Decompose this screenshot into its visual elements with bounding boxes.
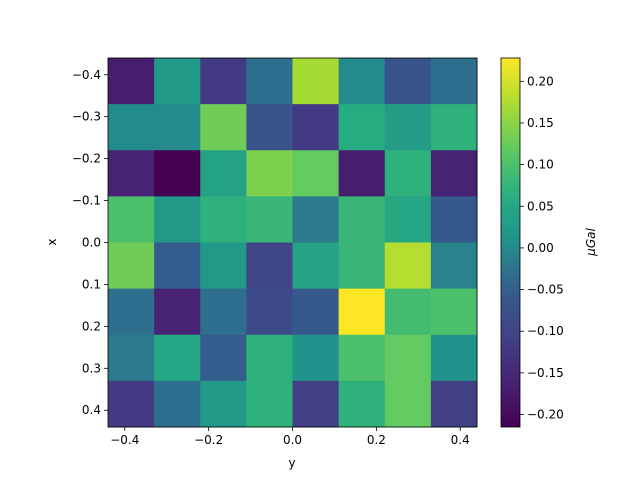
heatmap-cell xyxy=(154,334,201,382)
heatmap-cell xyxy=(246,334,293,382)
heatmap-cell xyxy=(246,58,293,105)
heatmap-cell xyxy=(338,288,386,336)
colorbar-label: μGal xyxy=(584,228,598,257)
heatmap-cell xyxy=(338,380,386,428)
heatmap-cell xyxy=(430,334,478,382)
heatmap-cell xyxy=(338,334,386,382)
heatmap-cell xyxy=(108,150,155,197)
heatmap-cell xyxy=(338,58,386,105)
x-axis-ticks: −0.4 −0.2 0.0 0.2 0.4 xyxy=(110,427,470,447)
heatmap-cell xyxy=(154,380,201,428)
colorbar-tick-label: 0.20 xyxy=(527,74,554,88)
heatmap-cell xyxy=(384,58,432,105)
heatmap-cell xyxy=(108,196,155,243)
heatmap-cell xyxy=(430,58,478,105)
heatmap-cell xyxy=(292,58,340,105)
heatmap-cell xyxy=(430,380,478,428)
y-tick-label: 0.3 xyxy=(82,361,101,375)
heatmap-cell xyxy=(246,288,293,336)
x-tick-label: 0.2 xyxy=(367,433,386,447)
x-tick-label: −0.2 xyxy=(194,433,223,447)
heatmap-cell xyxy=(384,196,432,243)
heatmap-cell xyxy=(430,196,478,243)
colorbar-frame xyxy=(500,57,521,428)
y-tick-label: −0.4 xyxy=(72,68,101,82)
colorbar xyxy=(501,58,520,427)
heatmap-cell xyxy=(200,58,247,105)
heatmap-cell xyxy=(246,196,293,243)
heatmap-cell xyxy=(108,380,155,428)
x-tick-label: 0.0 xyxy=(283,433,302,447)
heatmap-cell xyxy=(430,150,478,197)
y-tick-label: 0.1 xyxy=(82,277,101,291)
y-tick-label: −0.2 xyxy=(72,152,101,166)
heatmap-cell xyxy=(108,104,155,151)
heatmap-cell xyxy=(384,334,432,382)
x-tick-label: −0.4 xyxy=(110,433,139,447)
heatmap-cell xyxy=(108,242,155,290)
heatmap-cells xyxy=(108,58,478,428)
heatmap-cell xyxy=(154,288,201,336)
heatmap-cell xyxy=(338,196,386,243)
y-tick-label: 0.4 xyxy=(82,403,101,417)
heatmap-cell xyxy=(108,288,155,336)
y-tick-label: 0.2 xyxy=(82,319,101,333)
heatmap-cell xyxy=(200,242,247,290)
heatmap-cell xyxy=(384,104,432,151)
heatmap-cell xyxy=(338,104,386,151)
heatmap-cell xyxy=(384,150,432,197)
colorbar-tick-label: −0.05 xyxy=(527,283,564,297)
colorbar-tick-label: −0.20 xyxy=(527,408,564,422)
heatmap-cell xyxy=(154,242,201,290)
heatmap-cell xyxy=(200,380,247,428)
heatmap-cell xyxy=(430,104,478,151)
y-tick-label: 0.0 xyxy=(82,236,101,250)
x-axis-label: y xyxy=(288,456,295,470)
heatmap-cell xyxy=(292,288,340,336)
heatmap-cell xyxy=(154,150,201,197)
colorbar-tick-label: 0.10 xyxy=(527,158,554,172)
heatmap-cell xyxy=(430,242,478,290)
heatmap-cell xyxy=(338,150,386,197)
heatmap-cell xyxy=(200,150,247,197)
heatmap-cell xyxy=(430,288,478,336)
heatmap-cell xyxy=(384,242,432,290)
colorbar-tick-label: −0.15 xyxy=(527,366,564,380)
heatmap-cell xyxy=(154,58,201,105)
heatmap-cell xyxy=(108,58,155,105)
heatmap-cell xyxy=(200,288,247,336)
y-axis-ticks: −0.4 −0.3 −0.2 −0.1 0.0 0.1 0.2 0.3 0.4 xyxy=(72,68,108,417)
y-tick-label: −0.3 xyxy=(72,110,101,124)
colorbar-tick-label: 0.05 xyxy=(527,199,554,213)
x-tick-label: 0.4 xyxy=(451,433,470,447)
heatmap-cell xyxy=(154,196,201,243)
heatmap-cell xyxy=(200,196,247,243)
heatmap-cell xyxy=(246,242,293,290)
colorbar-ticks: −0.20 −0.15 −0.10 −0.05 0.00 0.05 0.10 0.15 0.20 xyxy=(520,74,564,422)
colorbar-tick-label: −0.10 xyxy=(527,324,564,338)
heatmap-cell xyxy=(246,104,293,151)
colorbar-tick-label: 0.15 xyxy=(527,116,554,130)
y-tick-label: −0.1 xyxy=(72,194,101,208)
heatmap-cell xyxy=(292,334,340,382)
heatmap-cell xyxy=(200,104,247,151)
heatmap-cell xyxy=(292,380,340,428)
heatmap-cell xyxy=(384,380,432,428)
colorbar-tick-label: 0.00 xyxy=(527,241,554,255)
heatmap-cell xyxy=(154,104,201,151)
heatmap-cell xyxy=(292,150,340,197)
heatmap-cell xyxy=(246,150,293,197)
heatmap-cell xyxy=(200,334,247,382)
heatmap-cell xyxy=(292,242,340,290)
heatmap-cell xyxy=(246,380,293,428)
heatmap-cell xyxy=(108,334,155,382)
heatmap-cell xyxy=(384,288,432,336)
y-axis-label: x xyxy=(45,238,59,245)
heatmap-cell xyxy=(292,104,340,151)
heatmap-cell xyxy=(338,242,386,290)
heatmap-cell xyxy=(292,196,340,243)
